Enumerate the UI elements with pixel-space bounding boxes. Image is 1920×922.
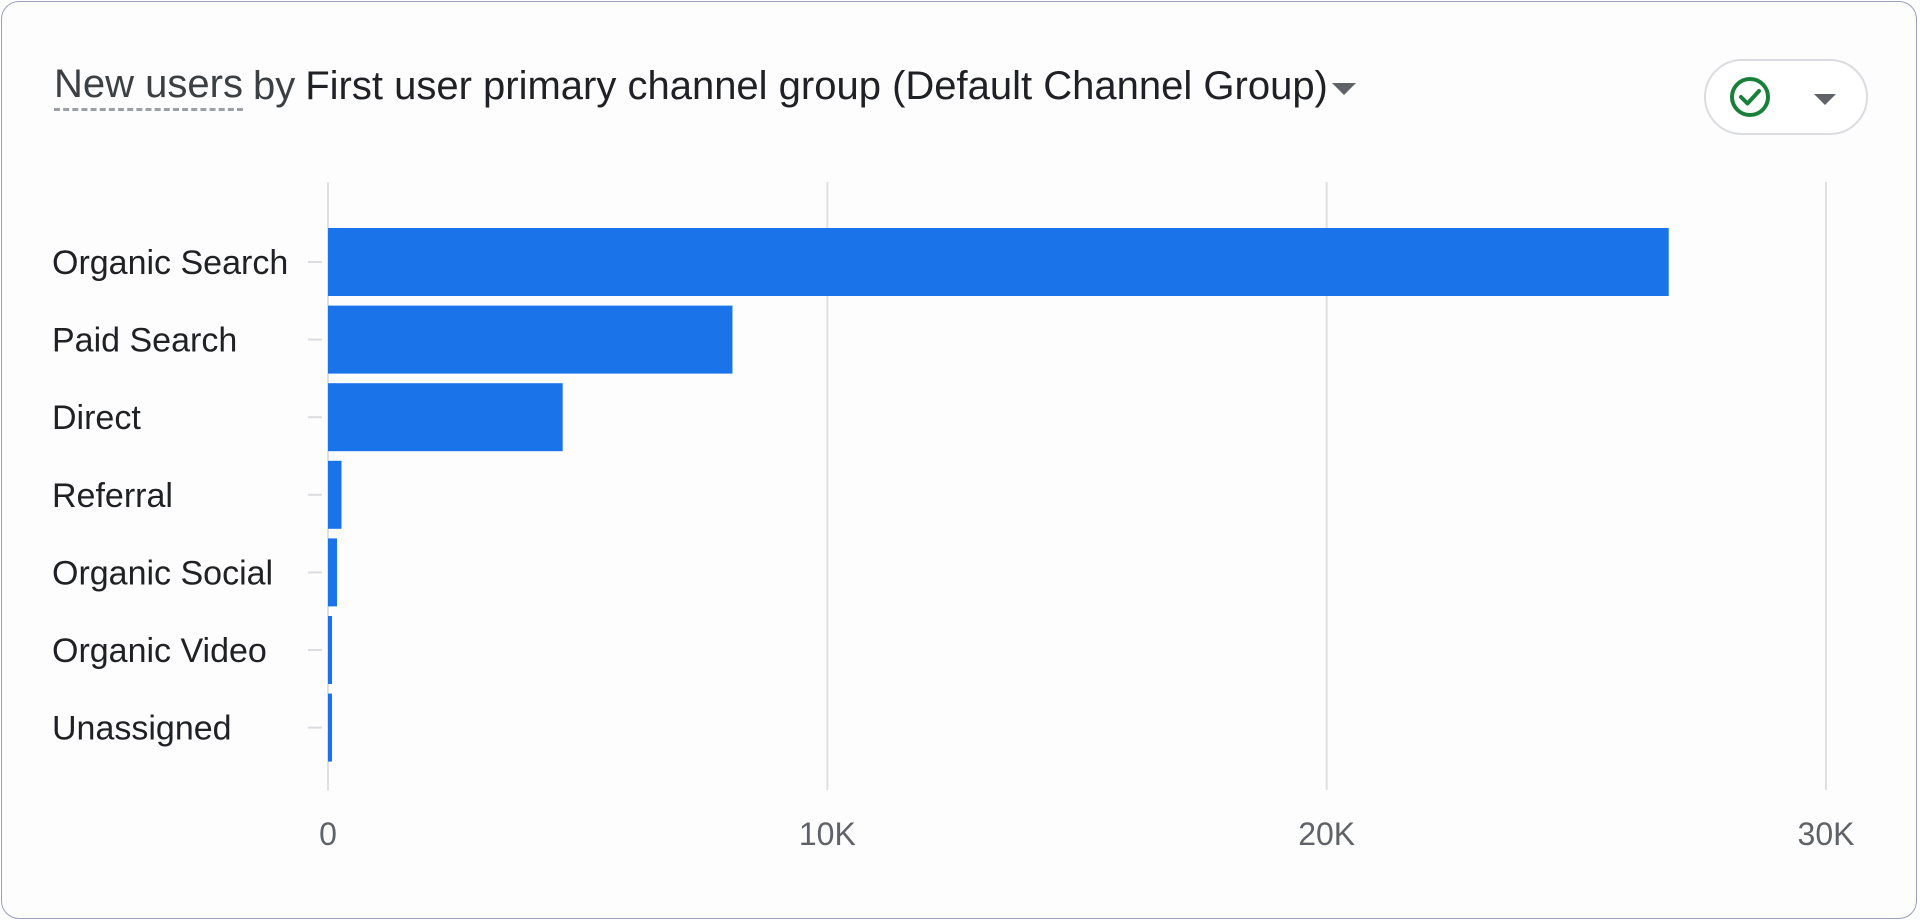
category-label: Organic Search [52, 244, 288, 282]
bar [328, 228, 1669, 296]
bar [328, 538, 337, 607]
x-tick-label: 20K [1298, 816, 1355, 852]
metric-selector[interactable]: New users [54, 62, 243, 111]
bar [328, 383, 563, 452]
category-label: Organic Video [52, 632, 267, 670]
category-label: Unassigned [52, 710, 232, 748]
bar [328, 616, 332, 684]
title-connector: by [252, 64, 296, 108]
bar [328, 460, 342, 529]
caret-down-icon [1814, 94, 1836, 105]
caret-down-icon[interactable] [1331, 82, 1356, 95]
x-tick-label: 10K [799, 816, 856, 852]
bar [328, 693, 332, 762]
bar [328, 305, 733, 374]
card-title: New users by First user primary channel … [54, 62, 1356, 111]
dimension-selector[interactable]: First user primary channel group (Defaul… [305, 64, 1328, 108]
x-tick-label: 30K [1798, 816, 1855, 852]
status-dropdown-button[interactable] [1704, 59, 1868, 135]
category-label: Paid Search [52, 322, 237, 360]
x-tick-label: 0 [319, 816, 337, 852]
category-label: Organic Social [52, 554, 273, 592]
category-label: Direct [52, 399, 141, 437]
category-label: Referral [52, 477, 173, 515]
check-circle-icon [1730, 77, 1770, 117]
